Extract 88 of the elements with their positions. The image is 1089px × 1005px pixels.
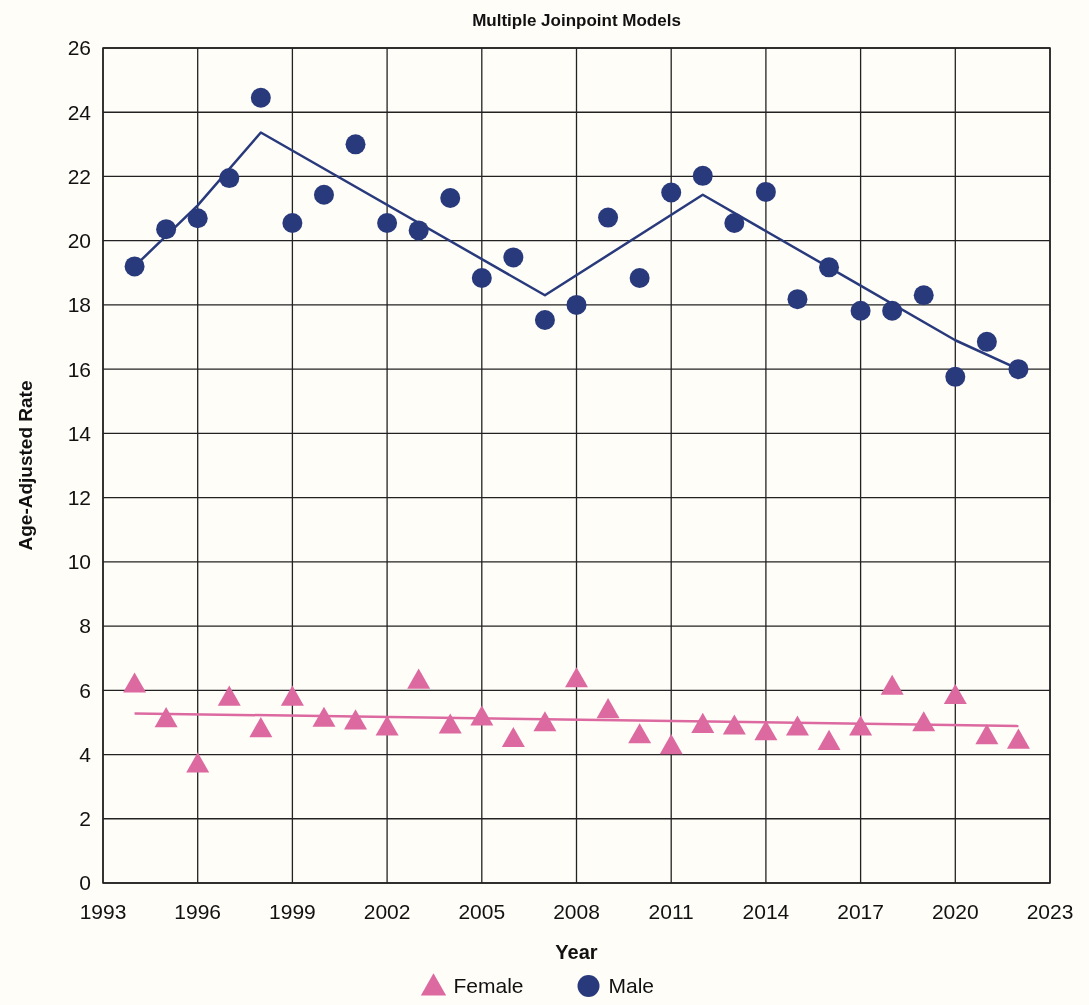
point xyxy=(754,720,778,741)
point xyxy=(849,715,873,736)
point xyxy=(819,257,840,278)
point xyxy=(629,267,650,288)
y-axis-title: Age-Adjusted Rate xyxy=(15,380,36,551)
point xyxy=(659,734,683,755)
point xyxy=(282,213,303,234)
point xyxy=(661,182,682,203)
point xyxy=(156,219,177,240)
point xyxy=(501,726,525,748)
x-tick-label: 2020 xyxy=(931,900,979,923)
point xyxy=(787,289,808,310)
point xyxy=(312,706,336,727)
x-tick-label: 2005 xyxy=(458,900,506,923)
y-tick-label: 22 xyxy=(67,164,91,188)
point xyxy=(722,714,746,735)
x-tick-label: 2008 xyxy=(553,900,600,923)
point xyxy=(470,705,494,726)
point xyxy=(755,181,776,202)
y-tick-label: 14 xyxy=(67,421,92,445)
point xyxy=(377,213,398,234)
x-tick-label: 1993 xyxy=(79,900,127,923)
y-tick-label: 16 xyxy=(67,357,91,381)
point xyxy=(280,685,304,706)
point xyxy=(945,366,966,387)
point xyxy=(124,256,145,277)
x-tick-label: 2014 xyxy=(742,900,790,923)
point xyxy=(1008,359,1029,380)
x-tick-label: 2017 xyxy=(837,900,884,923)
x-tick-label: 1996 xyxy=(174,900,222,923)
y-tick-label: 12 xyxy=(67,485,91,509)
point xyxy=(123,672,147,693)
point xyxy=(407,668,431,689)
point xyxy=(217,685,241,706)
point xyxy=(880,674,904,695)
point xyxy=(154,707,178,728)
point xyxy=(1006,728,1030,749)
point xyxy=(438,713,462,734)
x-tick-label: 2002 xyxy=(363,900,411,923)
y-tick-label: 10 xyxy=(67,550,91,574)
y-tick-label: 18 xyxy=(67,293,91,317)
point xyxy=(440,187,461,208)
x-tick-label: 2011 xyxy=(648,900,694,923)
point xyxy=(628,723,652,744)
point xyxy=(344,709,368,730)
legend-label: Female xyxy=(453,974,524,997)
point xyxy=(250,87,271,108)
legend-label: Male xyxy=(608,974,655,997)
point xyxy=(691,712,715,733)
point xyxy=(850,300,871,321)
y-tick-label: 20 xyxy=(67,229,91,253)
point xyxy=(187,208,208,229)
point xyxy=(313,184,334,205)
chart-title: Multiple Joinpoint Models xyxy=(472,11,681,30)
point xyxy=(471,267,492,288)
point xyxy=(724,213,745,234)
x-axis-title: Year xyxy=(555,941,598,963)
point xyxy=(596,698,620,719)
point xyxy=(408,220,429,241)
point xyxy=(533,711,557,732)
y-tick-label: 4 xyxy=(79,742,92,766)
y-tick-label: 0 xyxy=(79,871,91,895)
y-tick-label: 2 xyxy=(79,807,91,831)
point xyxy=(975,724,999,745)
y-tick-label: 26 xyxy=(67,36,91,60)
point xyxy=(976,331,997,352)
point xyxy=(943,683,967,705)
x-tick-label: 1999 xyxy=(269,900,316,923)
point xyxy=(503,247,524,268)
point xyxy=(817,729,841,750)
point xyxy=(566,294,587,315)
point xyxy=(375,715,399,736)
point xyxy=(912,711,936,732)
point xyxy=(219,168,240,189)
point xyxy=(913,285,934,306)
point xyxy=(785,715,809,736)
point xyxy=(534,310,555,331)
y-tick-label: 8 xyxy=(79,614,91,638)
point xyxy=(249,717,273,738)
x-tick-label: 2023 xyxy=(1026,900,1074,923)
point xyxy=(598,207,619,228)
y-tick-label: 6 xyxy=(79,678,91,702)
point xyxy=(186,752,210,773)
y-tick-label: 24 xyxy=(67,100,92,124)
point xyxy=(345,134,366,155)
point xyxy=(565,667,588,688)
point xyxy=(882,300,903,321)
point xyxy=(692,165,713,186)
